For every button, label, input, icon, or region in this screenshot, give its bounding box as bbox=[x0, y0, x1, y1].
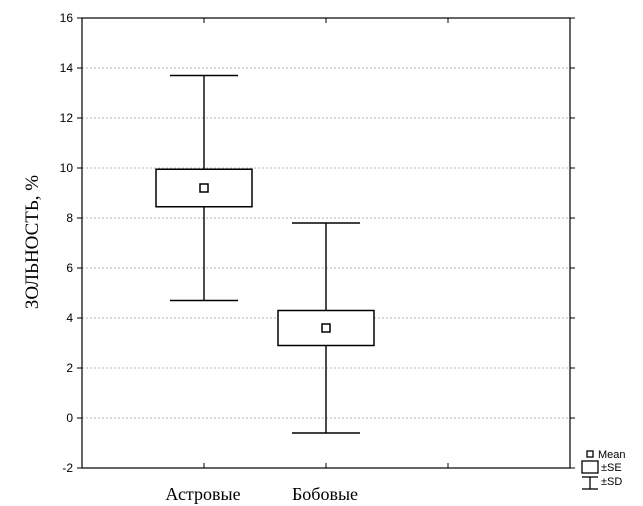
legend-se-label: ±SE bbox=[601, 462, 622, 474]
y-axis: -2 0 2 4 6 8 10 12 14 16 bbox=[60, 11, 575, 475]
x-category-label: Астровые bbox=[165, 484, 240, 504]
y-tick-label: -2 bbox=[62, 461, 73, 475]
x-axis: Астровые Бобовые bbox=[165, 18, 449, 504]
legend-sd-label: ±SD bbox=[601, 476, 622, 488]
x-category-label: Бобовые bbox=[292, 484, 358, 504]
mean-marker bbox=[199, 183, 209, 193]
mean-marker bbox=[321, 323, 331, 333]
boxes bbox=[155, 74, 375, 434]
box-group bbox=[277, 222, 375, 434]
y-tick-label: 12 bbox=[60, 111, 74, 125]
legend-se-marker bbox=[581, 460, 599, 474]
legend-mean-label: Mean bbox=[598, 449, 626, 461]
y-tick-label: 6 bbox=[66, 261, 73, 275]
y-tick-label: 2 bbox=[66, 361, 73, 375]
box-group bbox=[155, 74, 253, 302]
y-tick-label: 14 bbox=[60, 61, 74, 75]
y-axis-label: ЗОЛЬНОСТЬ, % bbox=[22, 175, 43, 309]
y-tick-label: 10 bbox=[60, 161, 74, 175]
legend: Mean ±SE ±SD bbox=[581, 449, 626, 490]
legend-mean-marker bbox=[586, 450, 594, 458]
y-tick-label: 8 bbox=[66, 211, 73, 225]
y-tick-label: 16 bbox=[60, 11, 74, 25]
legend-sd-marker bbox=[582, 476, 598, 490]
y-tick-label: 0 bbox=[66, 411, 73, 425]
y-tick-label: 4 bbox=[66, 311, 73, 325]
